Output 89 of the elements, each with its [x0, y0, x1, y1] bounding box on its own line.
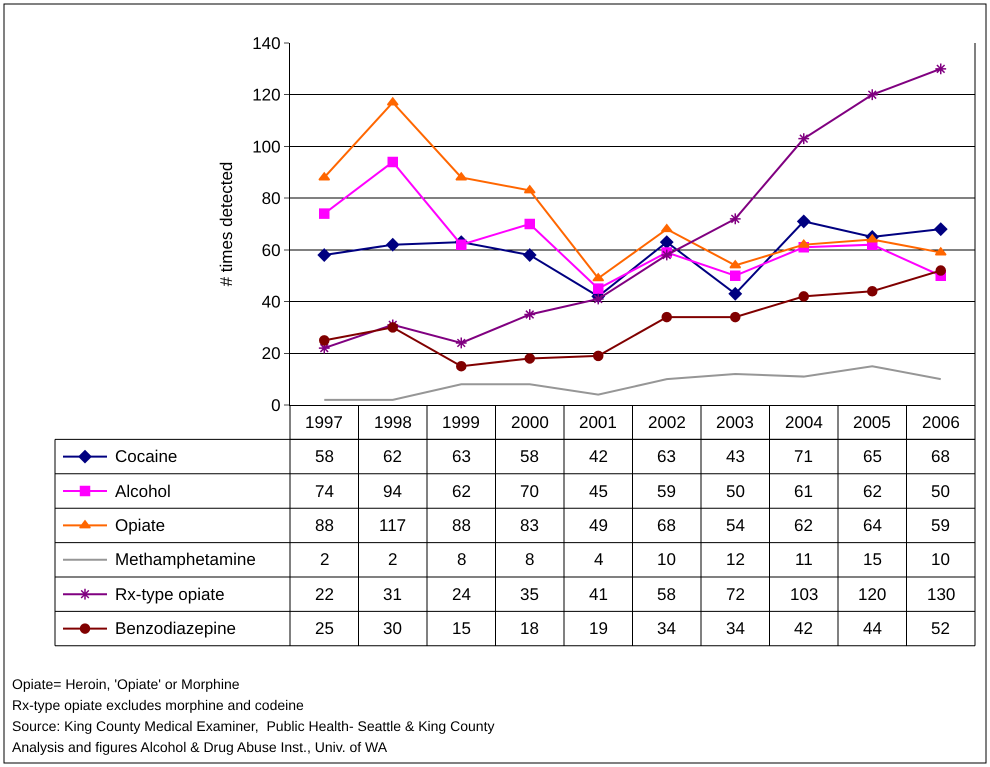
- data-label: 15: [452, 619, 471, 638]
- y-tick-label: 20: [262, 344, 281, 364]
- data-label: 8: [525, 550, 534, 569]
- data-label: 65: [863, 447, 882, 466]
- data-label: 34: [726, 619, 745, 638]
- data-label: 35: [520, 585, 539, 604]
- data-label: 15: [863, 550, 882, 569]
- data-label: 63: [657, 447, 676, 466]
- data-label: 117: [379, 516, 406, 535]
- data-label: 50: [931, 482, 950, 501]
- data-label: 44: [863, 619, 882, 638]
- data-label: 49: [589, 516, 608, 535]
- data-label: 34: [657, 619, 676, 638]
- legend-label: Alcohol: [115, 482, 171, 501]
- data-label: 52: [931, 619, 950, 638]
- y-tick-label: 0: [271, 396, 281, 415]
- x-tick-label: 1999: [442, 413, 480, 432]
- y-tick-label: 120: [252, 86, 281, 105]
- x-tick-label: 2001: [579, 413, 617, 432]
- x-tick-label: 1997: [305, 413, 343, 432]
- data-label: 18: [520, 619, 539, 638]
- text: Analysis and figures Alcohol & Drug Abuse Inst., Univ. of WA: [12, 739, 388, 755]
- data-label: 63: [452, 447, 471, 466]
- data-label: 12: [726, 550, 745, 569]
- data-label: 59: [657, 482, 676, 501]
- y-tick-label: 80: [262, 189, 281, 208]
- data-label: 43: [726, 447, 745, 466]
- data-label: 41: [589, 585, 608, 604]
- x-tick-label: 2005: [853, 413, 891, 432]
- data-label: 58: [657, 585, 676, 604]
- data-label: 2: [320, 550, 330, 569]
- data-label: 8: [457, 550, 466, 569]
- data-label: 11: [795, 550, 813, 569]
- legend-label: Methamphetamine: [115, 550, 256, 569]
- data-label: 54: [726, 516, 745, 535]
- data-label: 50: [726, 482, 745, 501]
- x-tick-label: 2002: [648, 413, 686, 432]
- data-label: 2: [388, 550, 398, 569]
- data-label: 70: [520, 482, 539, 501]
- x-tick-label: 2000: [511, 413, 549, 432]
- data-label: 64: [863, 516, 882, 535]
- data-label: 94: [383, 482, 402, 501]
- data-label: 22: [315, 585, 334, 604]
- data-label: 10: [931, 550, 950, 569]
- legend-label: Rx-type opiate: [115, 585, 225, 604]
- y-tick-label: 40: [262, 292, 281, 312]
- data-label: 71: [794, 447, 813, 466]
- data-label: 83: [520, 516, 539, 535]
- x-tick-label: 2003: [716, 413, 754, 432]
- data-label: 42: [794, 619, 813, 638]
- text: Rx-type opiate excludes morphine and codeine: [12, 697, 304, 713]
- data-label: 61: [794, 482, 813, 501]
- source-note: Source: King County Medical Examiner, Public Health- Seattle & King County: [12, 718, 494, 734]
- data-label: 42: [589, 447, 608, 466]
- y-tick-label: 60: [262, 240, 281, 260]
- data-label: 31: [383, 585, 402, 604]
- data-label: 45: [589, 482, 608, 501]
- x-tick-label: 2006: [922, 413, 960, 432]
- y-tick-label: 100: [252, 137, 281, 156]
- data-label: 68: [931, 447, 950, 466]
- data-label: 58: [315, 447, 334, 466]
- data-label: 10: [657, 550, 676, 569]
- x-tick-label: 2004: [785, 413, 823, 432]
- data-label: 88: [315, 516, 334, 535]
- legend-label: Cocaine: [115, 447, 178, 466]
- data-label: 62: [383, 447, 402, 466]
- data-label: 62: [863, 482, 882, 501]
- text: Opiate= Heroin, 'Opiate' or Morphine: [12, 676, 240, 692]
- data-label: 103: [790, 585, 818, 604]
- legend-label: Opiate: [115, 516, 166, 535]
- data-label: 74: [315, 482, 334, 501]
- legend-label: Benzodiazepine: [115, 619, 236, 638]
- data-label: 4: [594, 550, 604, 569]
- data-label: 72: [726, 585, 745, 604]
- x-tick-label: 1998: [374, 413, 412, 432]
- data-label: 19: [589, 619, 608, 638]
- data-label: 30: [383, 619, 402, 638]
- data-label: 62: [794, 516, 813, 535]
- data-label: 88: [452, 516, 471, 535]
- data-label: 59: [931, 516, 950, 535]
- data-label: 24: [452, 585, 471, 604]
- y-tick-label: 140: [252, 34, 281, 53]
- data-label: 58: [520, 447, 539, 466]
- data-label: 68: [657, 516, 676, 535]
- data-label: 120: [858, 585, 886, 604]
- data-label: 25: [315, 619, 334, 638]
- data-label: 130: [927, 585, 956, 604]
- data-label: 62: [452, 482, 471, 501]
- y-axis-title: # times detected: [216, 162, 236, 286]
